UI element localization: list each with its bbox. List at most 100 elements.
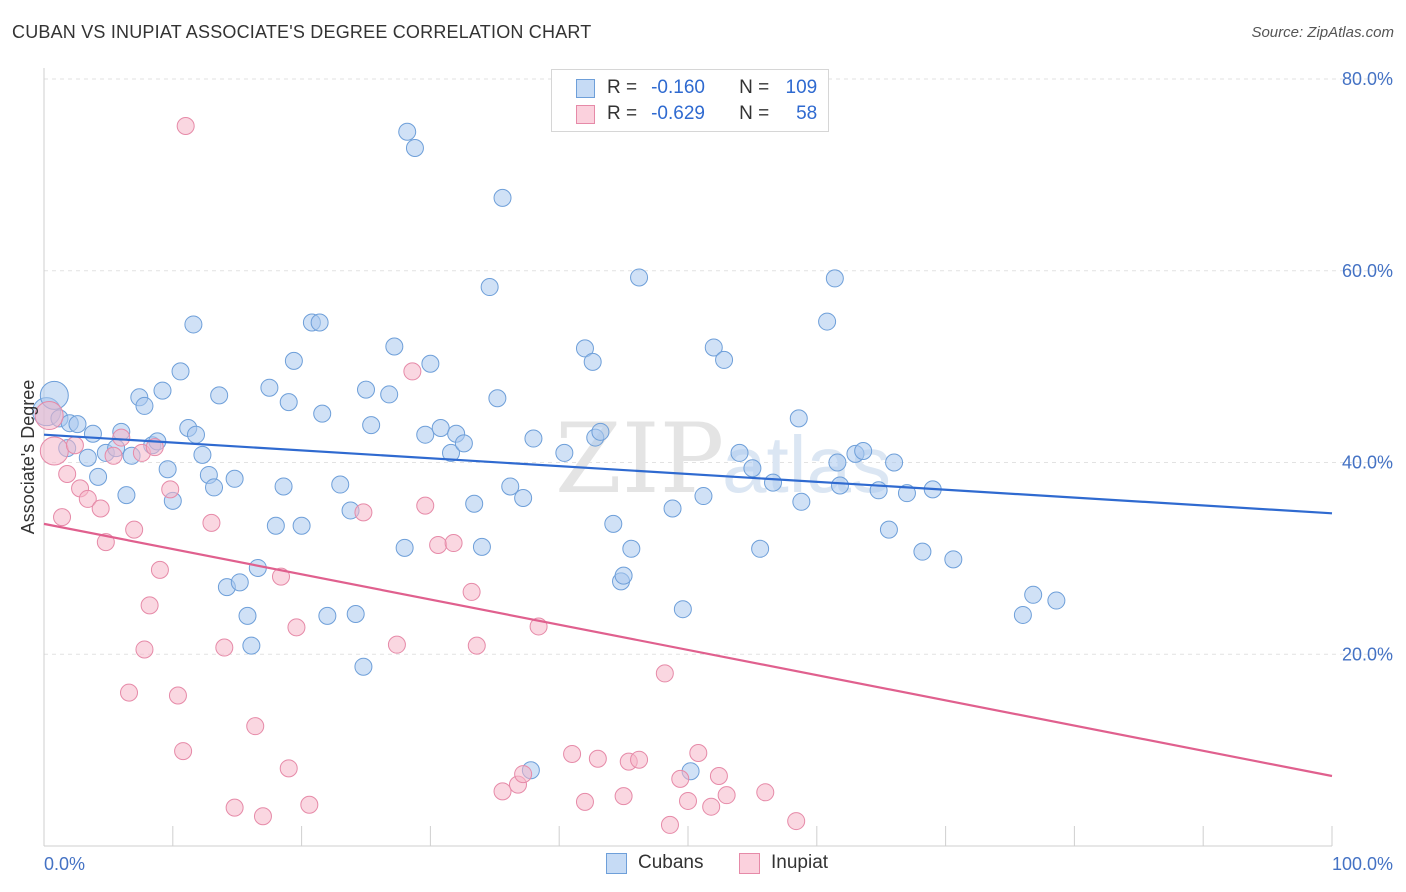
trend-lines — [43, 433, 1333, 778]
data-point — [514, 765, 533, 784]
data-point — [431, 418, 450, 437]
data-point — [161, 480, 180, 499]
data-point — [238, 606, 257, 625]
data-point — [331, 475, 350, 494]
legend-r-label: R = — [607, 77, 638, 98]
data-point — [575, 339, 594, 358]
data-point — [176, 116, 195, 135]
legend-n-value: 58 — [796, 103, 818, 124]
data-point — [480, 278, 499, 297]
data-point — [354, 657, 373, 676]
data-point — [202, 513, 221, 532]
data-point — [614, 566, 633, 585]
data-point — [310, 313, 329, 332]
data-point — [885, 453, 904, 472]
data-point — [730, 443, 749, 462]
legend-row-inupiat: R = -0.629 N = 58 — [576, 102, 817, 126]
data-point — [313, 404, 332, 423]
data-point — [186, 425, 205, 444]
data-point — [117, 486, 136, 505]
data-point — [58, 465, 77, 484]
data-point — [39, 436, 69, 466]
x-tick-label: 0.0% — [44, 854, 85, 874]
data-point — [614, 787, 633, 806]
data-point — [279, 759, 298, 778]
data-point — [751, 539, 770, 558]
data-point — [655, 664, 674, 683]
data-point — [380, 385, 399, 404]
data-point — [563, 744, 582, 763]
data-point — [630, 750, 649, 769]
data-point — [764, 473, 783, 492]
data-point — [663, 499, 682, 518]
y-tick-label: 20.0% — [1342, 644, 1393, 664]
data-point — [357, 380, 375, 399]
data-point — [488, 389, 507, 408]
data-point — [171, 362, 190, 381]
source-label: Source: ZipAtlas.com — [1251, 24, 1394, 41]
data-point — [756, 783, 775, 802]
data-point — [205, 478, 224, 497]
data-point — [524, 429, 543, 448]
data-point — [104, 446, 123, 465]
data-point — [215, 638, 234, 657]
data-point — [68, 415, 87, 434]
data-point — [694, 487, 713, 506]
bottom-legend-label-cubans: Cubans — [638, 852, 704, 873]
data-point — [429, 535, 448, 554]
data-point — [362, 416, 381, 435]
data-point — [184, 315, 203, 334]
data-point — [493, 188, 512, 207]
data-point — [416, 496, 435, 515]
data-point — [591, 422, 610, 441]
data-point — [501, 477, 520, 496]
legend-n-value: 109 — [785, 77, 818, 98]
bottom-legend-cubans: Cubans — [606, 852, 704, 874]
trend-line-cubans — [43, 433, 1333, 515]
legend-r-label: R = — [607, 103, 638, 124]
data-point — [514, 488, 533, 507]
data-point — [1013, 605, 1032, 624]
data-point — [287, 618, 306, 637]
trend-line-inupiat — [43, 522, 1333, 778]
data-point — [140, 596, 159, 615]
data-point — [83, 424, 102, 443]
data-point — [398, 122, 417, 141]
legend-swatch-cubans — [576, 78, 595, 98]
data-point — [89, 467, 108, 486]
data-point — [913, 542, 932, 561]
data-point — [65, 436, 84, 455]
data-point — [395, 538, 414, 557]
x-tick-label: 100.0% — [1332, 854, 1393, 874]
data-point — [284, 351, 303, 370]
data-point — [583, 352, 602, 371]
data-point — [230, 573, 249, 592]
legend-row-cubans: R = -0.160 N = 109 — [576, 76, 817, 100]
data-point — [168, 686, 187, 705]
bottom-legend-inupiat: Inupiat — [739, 852, 828, 874]
data-point — [145, 438, 164, 457]
y-axis-label: Associate's Degree — [18, 380, 38, 535]
data-point — [630, 268, 649, 287]
data-point — [387, 635, 406, 654]
data-point — [271, 567, 290, 586]
data-point — [465, 494, 484, 513]
inupiat-points — [34, 116, 806, 834]
data-point — [225, 798, 244, 817]
bottom-legend-swatch-inupiat — [739, 852, 760, 874]
data-point — [153, 381, 172, 400]
data-point — [112, 428, 131, 447]
data-point — [405, 139, 424, 158]
data-point — [416, 425, 435, 444]
y-tick-label: 40.0% — [1342, 453, 1393, 473]
data-point — [830, 476, 849, 495]
legend-swatch-inupiat — [576, 104, 595, 124]
data-point — [34, 401, 64, 431]
data-point — [622, 539, 641, 558]
data-point — [454, 434, 473, 453]
data-point — [318, 606, 337, 625]
data-point — [854, 441, 873, 460]
data-point — [1024, 585, 1043, 604]
data-point — [493, 782, 512, 801]
x-ticks — [43, 826, 1333, 846]
